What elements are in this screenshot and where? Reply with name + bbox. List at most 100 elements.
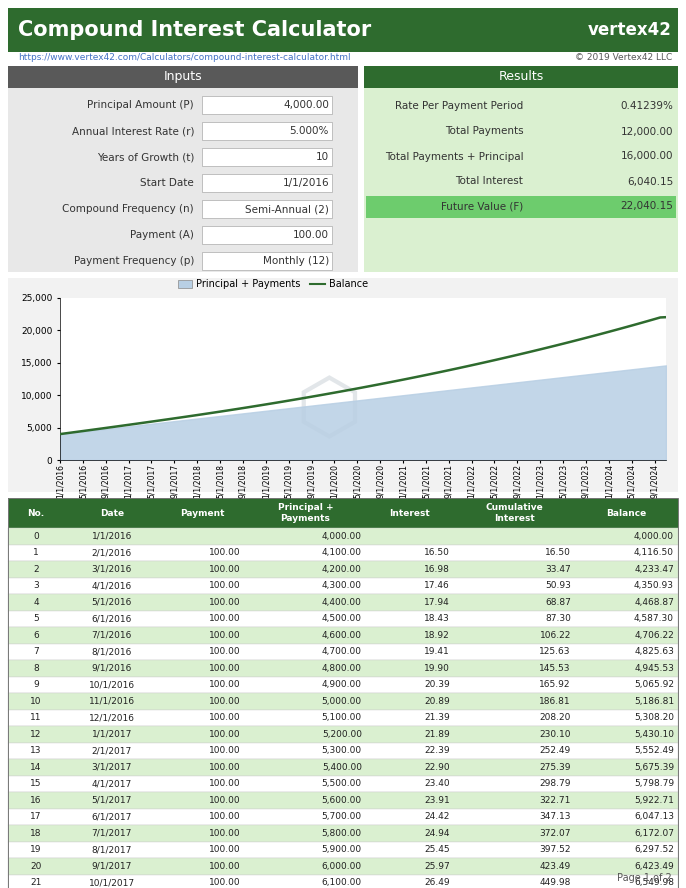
Text: 4,200.00: 4,200.00 [322,565,362,574]
Text: 100.00: 100.00 [293,230,329,240]
Text: 10: 10 [316,152,329,162]
Text: 18.43: 18.43 [425,614,450,623]
Text: 100.00: 100.00 [209,713,241,722]
Text: Payment (A): Payment (A) [130,230,194,240]
Bar [364,66,678,88]
Bar [202,174,332,192]
Text: 5,552.49: 5,552.49 [634,746,674,756]
Text: 100.00: 100.00 [209,845,241,854]
Text: 1: 1 [33,548,39,558]
Bar [366,196,676,218]
Text: 372.07: 372.07 [539,829,571,837]
Text: 4,825.63: 4,825.63 [634,647,674,656]
Text: 4,400.00: 4,400.00 [322,598,362,607]
Text: 145.53: 145.53 [539,663,571,673]
Text: 4,000.00: 4,000.00 [634,532,674,541]
Text: 15: 15 [30,780,42,789]
Text: 12,000.00: 12,000.00 [621,126,673,137]
Text: 4,600.00: 4,600.00 [322,630,362,639]
Text: Rate Per Payment Period: Rate Per Payment Period [395,101,523,112]
Bar [8,825,678,842]
Text: 100.00: 100.00 [209,796,241,805]
Text: Future Value (F): Future Value (F) [441,202,523,211]
Text: 4,100.00: 4,100.00 [322,548,362,558]
Text: 4,800.00: 4,800.00 [322,663,362,673]
Text: 6,040.15: 6,040.15 [627,177,673,186]
Text: 4,233.47: 4,233.47 [635,565,674,574]
Bar [8,792,678,808]
Text: 5,200.00: 5,200.00 [322,730,362,739]
Text: 16.98: 16.98 [425,565,450,574]
Text: 1/1/2016: 1/1/2016 [92,532,132,541]
Text: 10: 10 [30,697,42,706]
Bar [8,842,678,858]
Text: 13: 13 [30,746,42,756]
Text: 5.000%: 5.000% [289,126,329,136]
Bar [8,644,678,660]
Text: 4,900.00: 4,900.00 [322,680,362,689]
Bar [8,66,358,88]
Bar [8,775,678,792]
Text: Start Date: Start Date [140,178,194,188]
Text: 10/1/2016: 10/1/2016 [88,680,135,689]
Text: 2/1/2017: 2/1/2017 [92,746,132,756]
Text: 18: 18 [30,829,42,837]
Text: 100.00: 100.00 [209,614,241,623]
Text: 5/1/2016: 5/1/2016 [92,598,132,607]
Bar [8,726,678,742]
Text: Total Interest: Total Interest [456,177,523,186]
Text: 5,100.00: 5,100.00 [322,713,362,722]
Text: Cumulative
Interest: Cumulative Interest [486,503,543,523]
Text: 100.00: 100.00 [209,746,241,756]
Text: 16,000.00: 16,000.00 [621,152,673,162]
Bar [8,875,678,888]
Text: 100.00: 100.00 [209,663,241,673]
Text: 14: 14 [30,763,42,772]
Text: 4,468.87: 4,468.87 [634,598,674,607]
Text: Inputs: Inputs [164,70,202,83]
Text: 10/1/2017: 10/1/2017 [88,878,135,887]
Text: 0.41239%: 0.41239% [620,101,673,112]
Text: 11/1/2016: 11/1/2016 [88,697,135,706]
Text: 298.79: 298.79 [539,780,571,789]
Text: 100.00: 100.00 [209,697,241,706]
Text: 4,350.93: 4,350.93 [634,582,674,591]
Bar [8,627,678,644]
Text: 6,000.00: 6,000.00 [322,861,362,871]
Bar [8,677,678,693]
Text: 4: 4 [33,598,39,607]
Text: 23.91: 23.91 [425,796,450,805]
Text: 21.89: 21.89 [425,730,450,739]
Text: 6,423.49: 6,423.49 [635,861,674,871]
Bar [8,66,358,272]
Text: 5,186.81: 5,186.81 [634,697,674,706]
Text: Years of Growth (t): Years of Growth (t) [97,152,194,162]
Text: 4/1/2016: 4/1/2016 [92,582,132,591]
Text: 5,065.92: 5,065.92 [634,680,674,689]
Text: Total Payments: Total Payments [445,126,523,137]
Text: 100.00: 100.00 [209,548,241,558]
Text: 19.41: 19.41 [425,647,450,656]
Bar [202,200,332,218]
Bar [8,8,678,52]
Text: 106.22: 106.22 [540,630,571,639]
Bar [8,498,678,888]
Text: Compound Interest Calculator: Compound Interest Calculator [18,20,371,40]
Text: 26.49: 26.49 [425,878,450,887]
Text: Principal Amount (P): Principal Amount (P) [87,100,194,110]
Text: 6,549.98: 6,549.98 [634,878,674,887]
Text: 4,706.22: 4,706.22 [635,630,674,639]
Text: 3: 3 [33,582,39,591]
Text: 7/1/2016: 7/1/2016 [92,630,132,639]
Text: 4,000.00: 4,000.00 [322,532,362,541]
Text: 20.89: 20.89 [425,697,450,706]
Text: 6,047.13: 6,047.13 [634,813,674,821]
Text: 5,000.00: 5,000.00 [322,697,362,706]
Text: 24.42: 24.42 [425,813,450,821]
Text: 100.00: 100.00 [209,861,241,871]
Text: 100.00: 100.00 [209,582,241,591]
Text: 5,300.00: 5,300.00 [322,746,362,756]
Text: vertex42: vertex42 [588,21,672,39]
Bar [8,611,678,627]
Text: 8: 8 [33,663,39,673]
